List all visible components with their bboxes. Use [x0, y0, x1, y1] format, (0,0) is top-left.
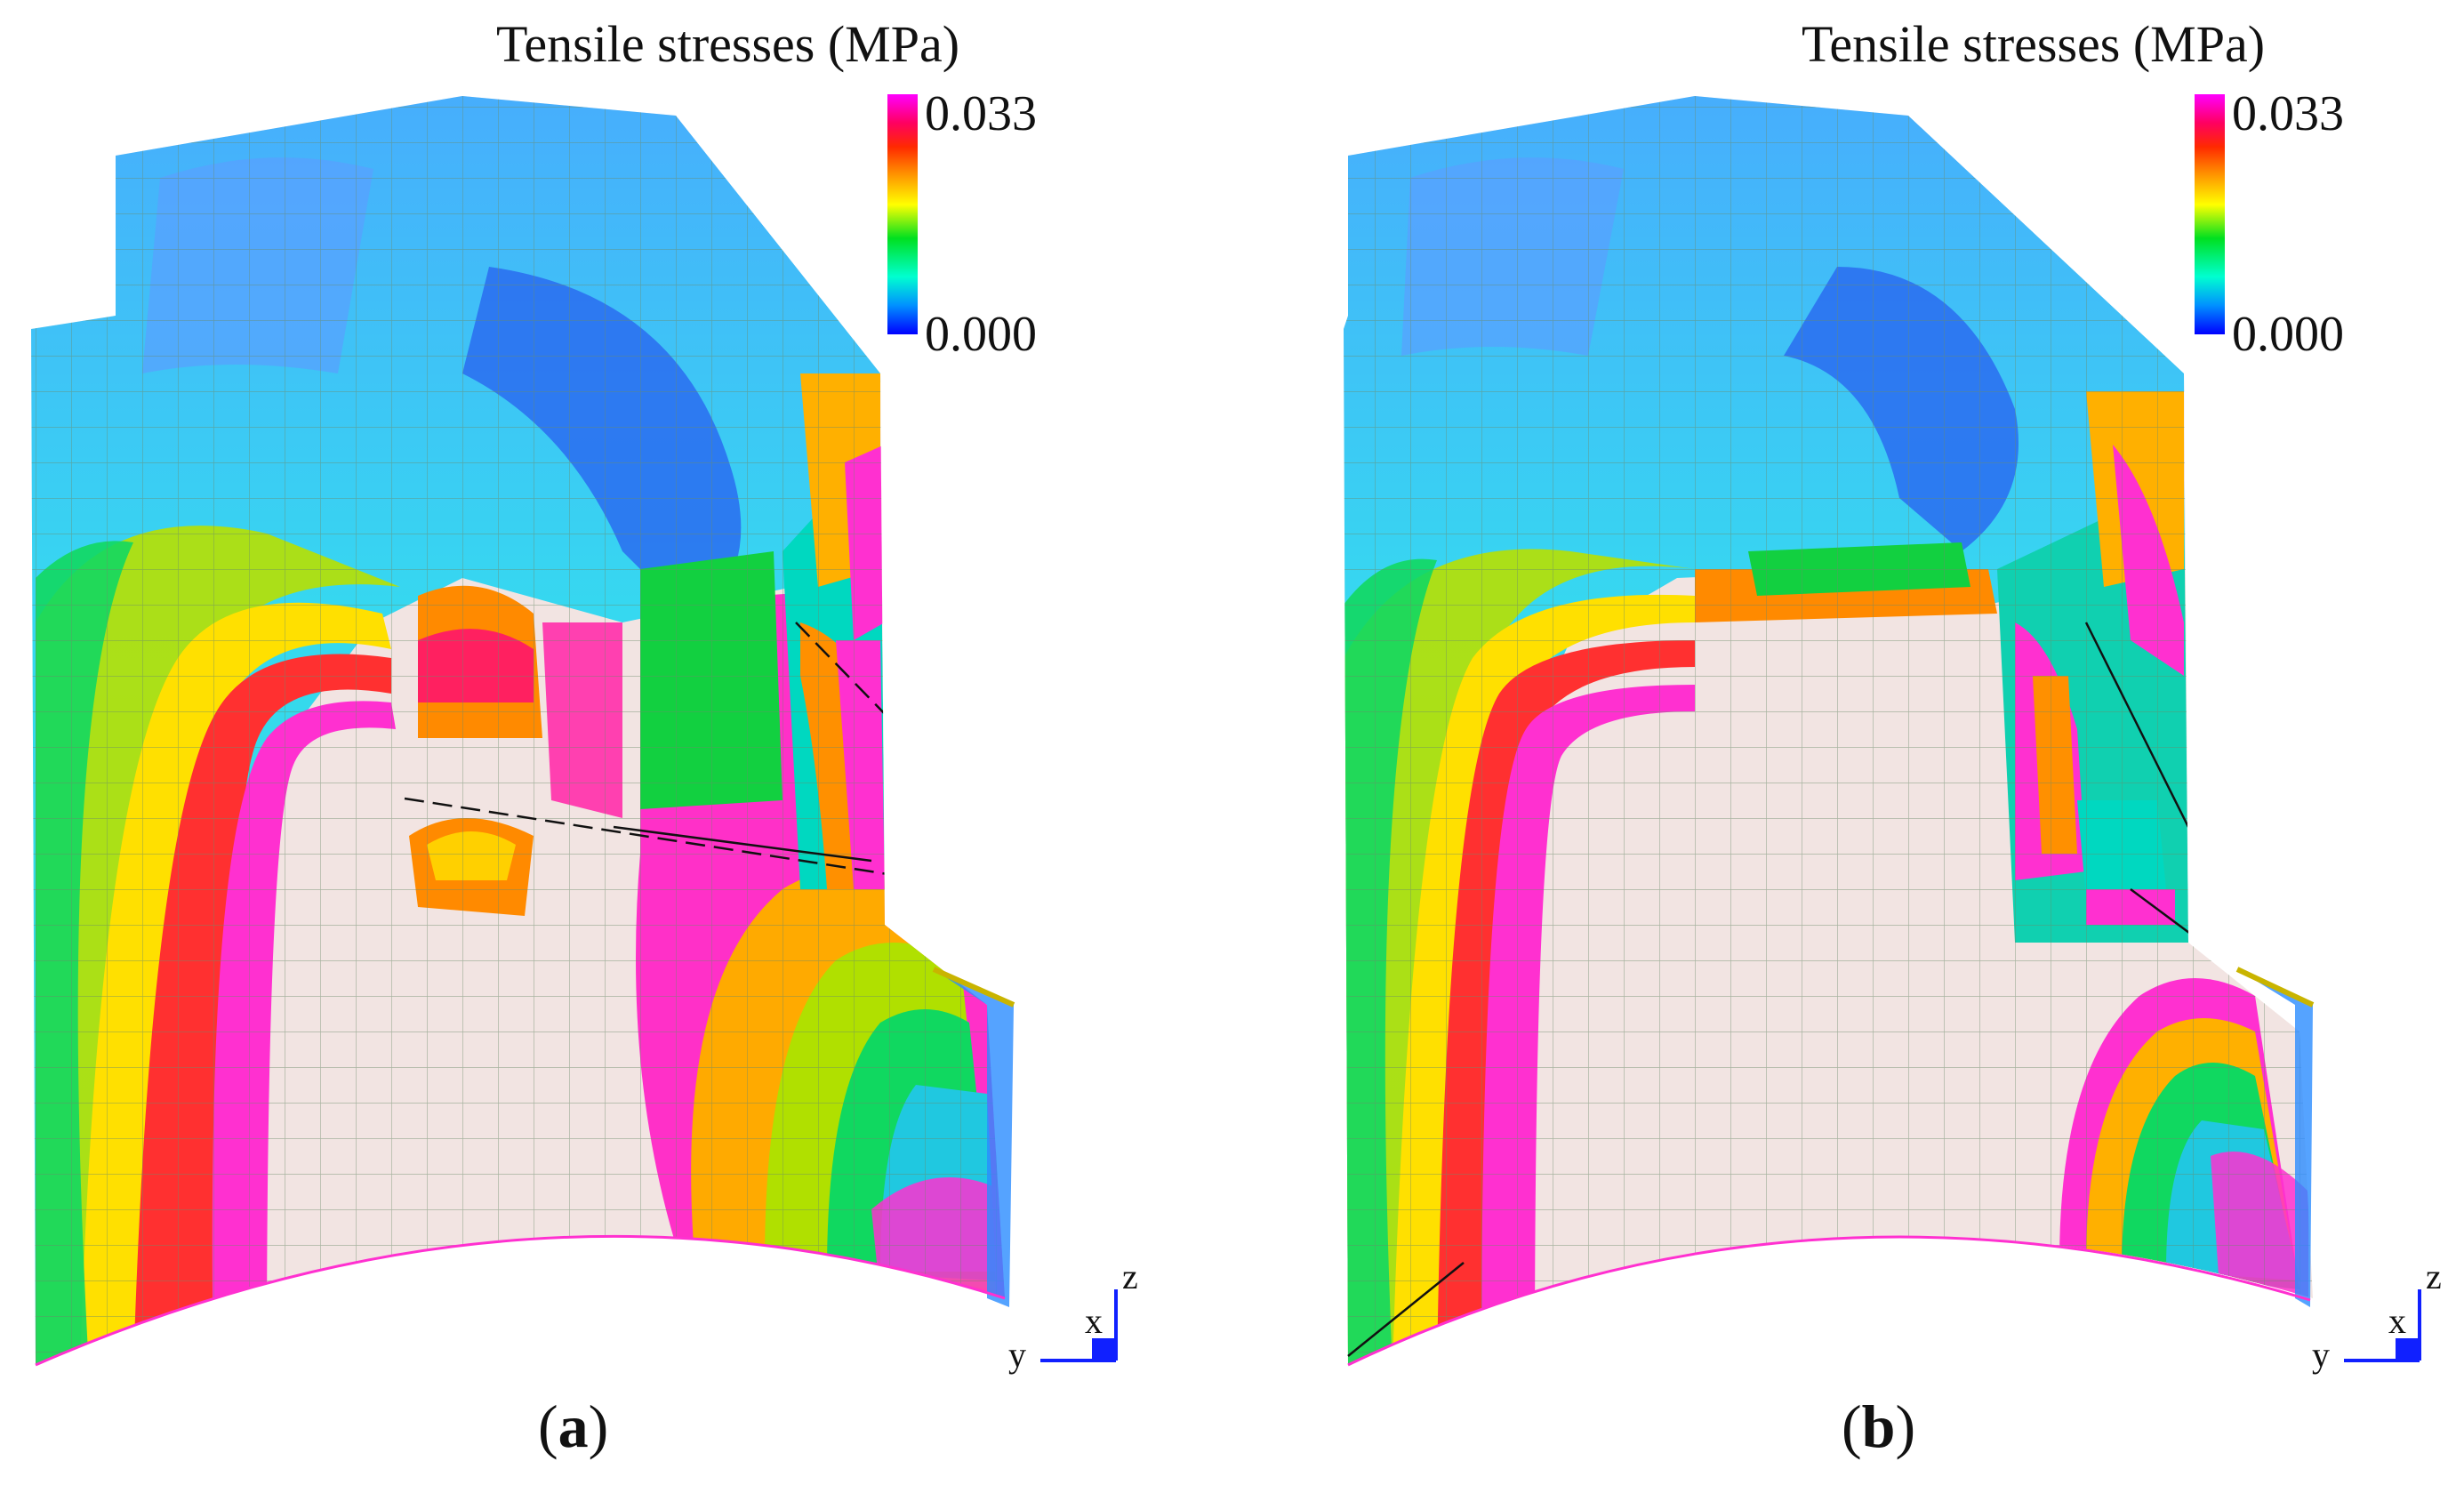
- colorbar-min-label: 0.000: [2232, 307, 2344, 362]
- stress-contour-model-b: [1344, 96, 2421, 1367]
- stress-contour-model-a: [31, 96, 1118, 1367]
- panel-a: Tensile stresses (MPa) 0.033 0.000 z x y…: [31, 15, 1138, 1460]
- legend-title: Tensile stresses (MPa): [496, 15, 960, 73]
- legend-title: Tensile stresses (MPa): [1802, 15, 2266, 73]
- colorbar: [2195, 94, 2225, 334]
- orientation-triad: [2344, 1289, 2421, 1362]
- colorbar-max-label: 0.033: [2232, 86, 2344, 141]
- colorbar-min-label: 0.000: [925, 307, 1037, 362]
- colorbar-max-label: 0.033: [925, 86, 1037, 141]
- axis-label-z: z: [2426, 1256, 2442, 1296]
- axis-label-y: y: [2312, 1335, 2330, 1375]
- panel-b: Tensile stresses (MPa) 0.033 0.000 z x y…: [1232, 0, 2464, 1493]
- axis-label-x: x: [1085, 1301, 1103, 1341]
- panel-caption-a: (a): [538, 1393, 609, 1460]
- panel-caption-b: (b): [1842, 1393, 1916, 1460]
- axis-label-z: z: [1122, 1256, 1138, 1296]
- colorbar: [887, 94, 918, 334]
- axis-label-y: y: [1008, 1335, 1026, 1375]
- orientation-triad: [1040, 1289, 1118, 1362]
- axis-label-x: x: [2388, 1301, 2406, 1341]
